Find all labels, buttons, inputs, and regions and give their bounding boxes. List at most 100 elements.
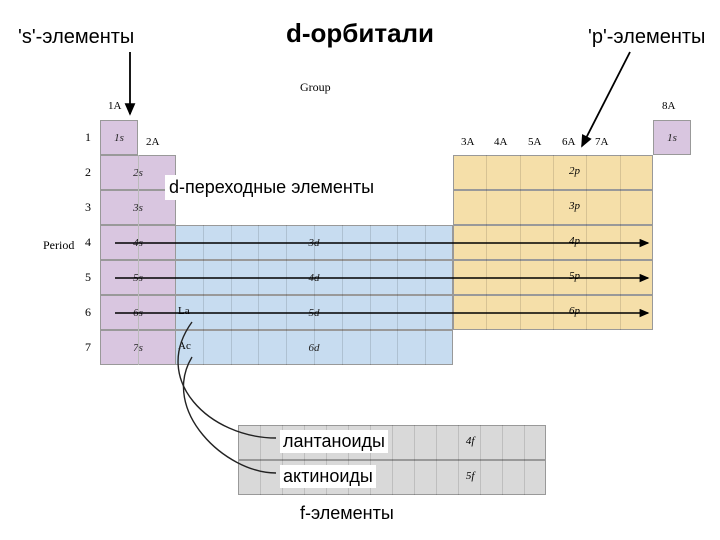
f-col-line <box>436 460 437 495</box>
anno-actinides: актиноиды <box>280 465 376 488</box>
p-col-line <box>586 295 587 330</box>
d-col-line <box>314 260 315 295</box>
d-col-line <box>342 260 343 295</box>
p-col-line <box>520 155 521 190</box>
f-col-line <box>524 460 525 495</box>
d-col-line <box>370 330 371 365</box>
p-block-label: 4p <box>569 235 580 247</box>
f-col-line <box>458 425 459 460</box>
period-number: 1 <box>78 130 98 145</box>
s-divider <box>138 330 139 365</box>
period-number: 4 <box>78 235 98 250</box>
title-p-elements: 'p'-элементы <box>588 26 705 49</box>
d-col-line <box>397 330 398 365</box>
s-block-cell: 1s <box>100 120 138 155</box>
d-col-line <box>203 295 204 330</box>
d-col-line <box>314 295 315 330</box>
d-stub-Ac: Ac <box>178 340 191 352</box>
p-col-line <box>520 190 521 225</box>
p-col-line <box>620 225 621 260</box>
f-col-line <box>414 460 415 495</box>
d-col-line <box>286 225 287 260</box>
p-col-line <box>586 260 587 295</box>
d-col-line <box>231 330 232 365</box>
p-col-line <box>553 295 554 330</box>
p-col-line <box>620 155 621 190</box>
period-number: 6 <box>78 305 98 320</box>
p-col-line <box>486 190 487 225</box>
f-col-line <box>436 425 437 460</box>
d-col-line <box>203 225 204 260</box>
d-col-line <box>231 225 232 260</box>
d-col-line <box>314 225 315 260</box>
p-block-label: 5p <box>569 270 580 282</box>
d-col-line <box>286 330 287 365</box>
p-col-line <box>586 190 587 225</box>
d-col-line <box>203 330 204 365</box>
period-axis-label: Period <box>43 238 74 253</box>
special-1s-cell: 1s <box>653 120 691 155</box>
period-number: 2 <box>78 165 98 180</box>
p-col-line <box>586 225 587 260</box>
title-d-orbitals: d-орбитали <box>286 18 434 49</box>
f-col-line <box>392 425 393 460</box>
p-col-line <box>486 155 487 190</box>
d-col-line <box>286 260 287 295</box>
p-col-line <box>520 295 521 330</box>
s-divider <box>138 260 139 295</box>
anno-f-elements: f-элементы <box>300 503 394 524</box>
p-col-line <box>553 190 554 225</box>
p-col-line <box>553 260 554 295</box>
d-col-line <box>342 330 343 365</box>
f-col-line <box>502 460 503 495</box>
d-col-line <box>342 295 343 330</box>
f-block-label: 5f <box>466 470 475 482</box>
anno-d-transition: d-переходные элементы <box>165 175 378 200</box>
d-col-line <box>258 225 259 260</box>
group-axis-label: Group <box>300 80 331 95</box>
group-1a: 1A <box>108 100 121 112</box>
p-col-line <box>620 295 621 330</box>
s-divider <box>138 225 139 260</box>
d-col-line <box>370 260 371 295</box>
group-8a: 8A <box>662 100 675 112</box>
d-col-line <box>397 225 398 260</box>
d-col-line <box>231 260 232 295</box>
p-col-line <box>553 225 554 260</box>
f-col-line <box>414 425 415 460</box>
s-divider <box>138 190 139 225</box>
d-col-line <box>258 295 259 330</box>
d-col-line <box>231 295 232 330</box>
f-block-label: 4f <box>466 435 475 447</box>
d-col-line <box>342 225 343 260</box>
anno-lanthanides: лантаноиды <box>280 430 388 453</box>
p-col-line <box>520 225 521 260</box>
p-col-line <box>486 225 487 260</box>
group-6a: 6A <box>562 136 575 148</box>
d-col-line <box>203 260 204 295</box>
p-block-label: 2p <box>569 165 580 177</box>
s-divider <box>138 295 139 330</box>
group-2a: 2A <box>146 136 159 148</box>
d-col-line <box>397 260 398 295</box>
p-col-line <box>620 260 621 295</box>
p-col-line <box>586 155 587 190</box>
d-col-line <box>425 295 426 330</box>
group-7a: 7A <box>595 136 608 148</box>
group-3a: 3A <box>461 136 474 148</box>
f-col-line <box>260 460 261 495</box>
f-col-line <box>260 425 261 460</box>
p-col-line <box>553 155 554 190</box>
p-block-label: 3p <box>569 200 580 212</box>
d-col-line <box>397 295 398 330</box>
p-block-label: 6p <box>569 305 580 317</box>
p-col-line <box>620 190 621 225</box>
d-col-line <box>286 295 287 330</box>
title-s-elements: 's'-элементы <box>18 26 134 49</box>
d-col-line <box>370 225 371 260</box>
group-5a: 5A <box>528 136 541 148</box>
f-col-line <box>502 425 503 460</box>
group-4a: 4A <box>494 136 507 148</box>
d-col-line <box>370 295 371 330</box>
f-col-line <box>458 460 459 495</box>
